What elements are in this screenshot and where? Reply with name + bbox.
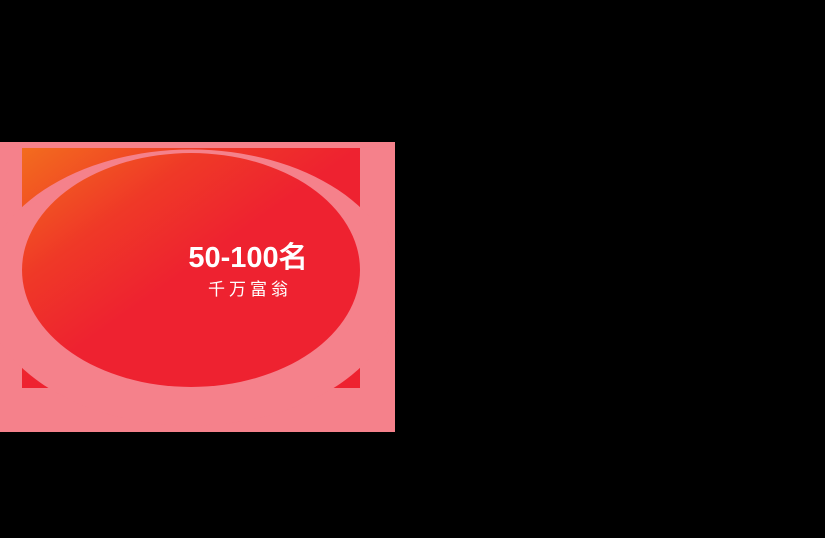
card-art <box>0 148 395 426</box>
rank-range-label: 50-100名 <box>188 242 308 274</box>
card-text-block: 50-100名 千万富翁 <box>138 241 358 301</box>
prize-label: 千万富翁 <box>208 280 292 299</box>
rank-prize-card[interactable]: 50-100名 千万富翁 <box>0 142 395 432</box>
gradient-center-ellipse <box>22 153 360 387</box>
